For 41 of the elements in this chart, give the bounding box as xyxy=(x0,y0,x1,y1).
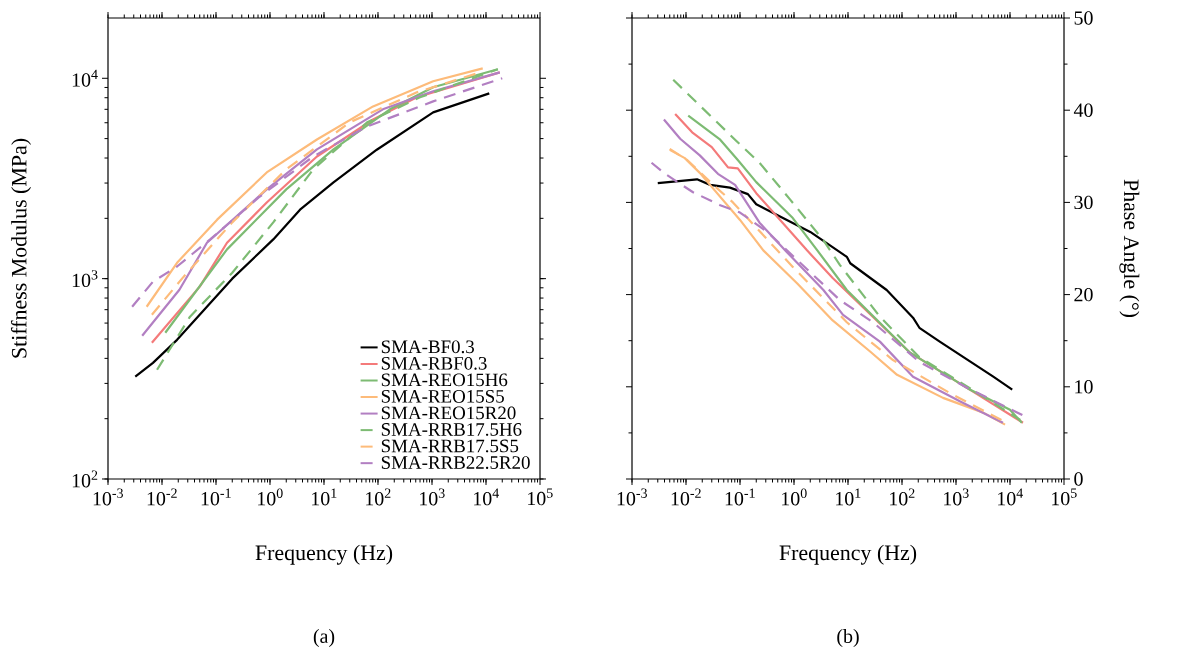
text: (b) xyxy=(837,629,859,648)
y-tick-label: 10 xyxy=(1075,380,1093,394)
x-tick-label: 10$^{4}$ xyxy=(998,488,1023,506)
y-axis-title: Stiffness Modulus (MPa) xyxy=(10,138,32,358)
legend-label: SMA-REO15S5 xyxy=(381,390,504,403)
y-tick-label: 50 xyxy=(1074,11,1093,25)
x-tick-label: 10$^{3}$ xyxy=(420,488,445,506)
y-tick-label: 0 xyxy=(1074,472,1083,486)
x-axis-title: Frequency (Hz) xyxy=(779,544,917,565)
y-tick-label: 30 xyxy=(1074,195,1093,210)
x-axis-title: Frequency (Hz) xyxy=(255,544,393,565)
x-tick-label: 10$^{2}$ xyxy=(890,488,915,506)
legend-label: SMA-RRB22.5R20 xyxy=(381,456,530,469)
x-tick-label: 10$^{-1}$ xyxy=(725,488,755,506)
x-tick-label: 10$^{-2}$ xyxy=(671,488,701,506)
x-tick-label: 10$^{-1}$ xyxy=(201,488,231,506)
legend-label: SMA-REO15R20 xyxy=(381,406,516,420)
y-tick-label: 10$^{4}$ xyxy=(72,69,98,87)
x-tick-label: 10$^{3}$ xyxy=(944,488,969,506)
legend-label: SMA-BF0.3 xyxy=(381,340,474,354)
x-tick-label: 10$^{5}$ xyxy=(1052,488,1077,506)
x-tick-label: 10$^{-3}$ xyxy=(617,488,647,506)
x-tick-label: 10$^{0}$ xyxy=(258,488,283,506)
legend-label: SMA-RRB17.5H6 xyxy=(381,423,522,436)
x-tick-label: 10$^{4}$ xyxy=(474,488,499,506)
x-tick-label: 10$^{1}$ xyxy=(836,488,861,506)
y-tick-label: 20 xyxy=(1074,287,1093,302)
x-tick-label: 10$^{5}$ xyxy=(528,488,553,506)
legend-label: SMA-REO15H6 xyxy=(381,373,508,387)
x-tick-label: 10$^{-3}$ xyxy=(93,488,123,506)
x-tick-label: 10$^{-2}$ xyxy=(147,488,177,506)
y-tick-label: 40 xyxy=(1073,103,1093,117)
y-tick-label: 10$^{2}$ xyxy=(72,470,98,488)
text: (a) xyxy=(313,629,335,648)
x-tick-label: 10$^{0}$ xyxy=(782,488,807,506)
y-axis-title: Phase Angle (°) xyxy=(1119,179,1140,318)
legend-label: SMA-RBF0.3 xyxy=(381,356,487,370)
y-tick-label: 10$^{3}$ xyxy=(72,270,98,288)
legend-label: SMA-RRB17.5S5 xyxy=(381,439,519,453)
x-tick-label: 10$^{1}$ xyxy=(312,488,337,506)
x-tick-label: 10$^{2}$ xyxy=(366,488,391,506)
